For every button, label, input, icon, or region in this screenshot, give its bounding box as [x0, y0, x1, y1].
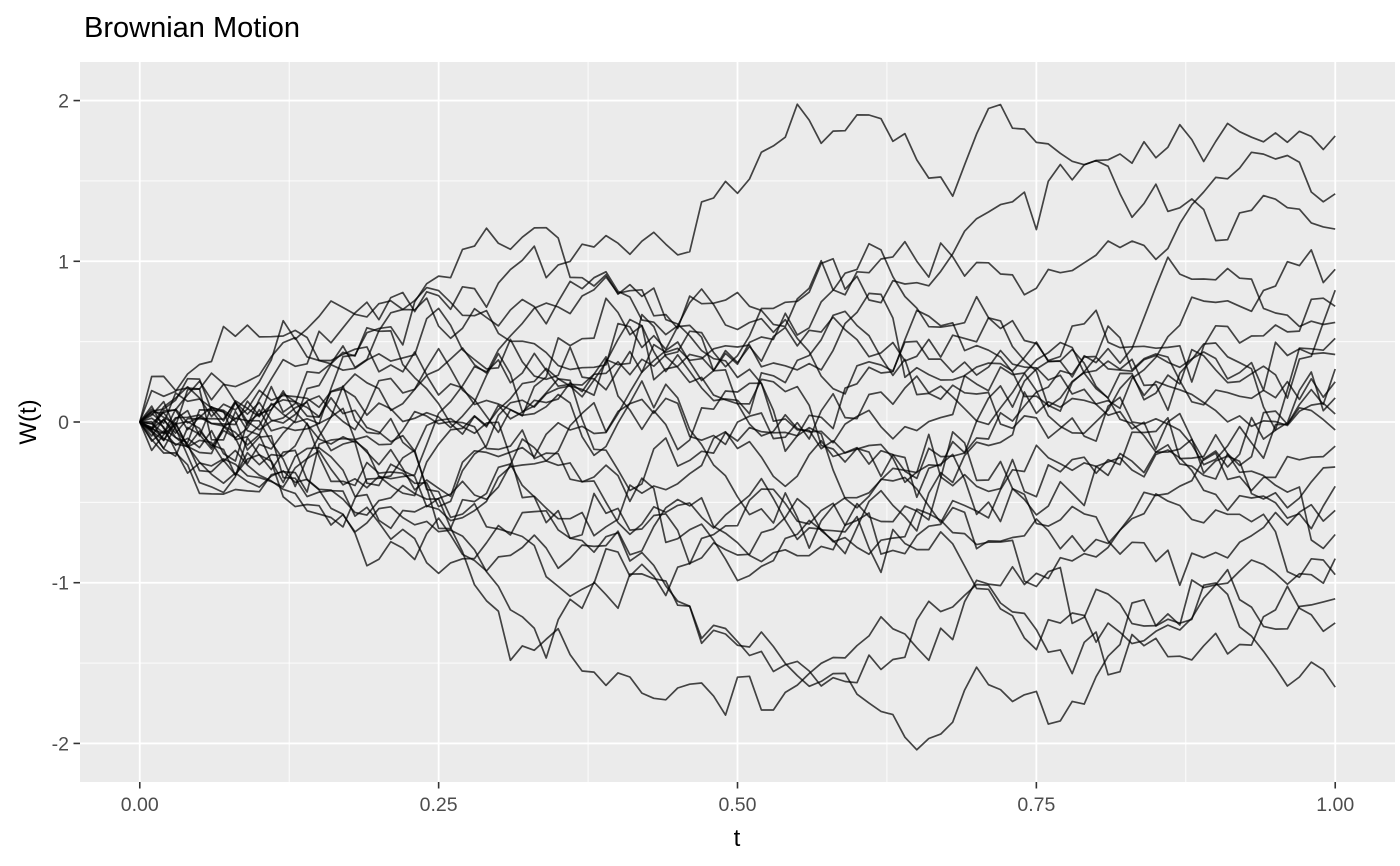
bm-path	[139, 385, 1336, 565]
bm-path	[139, 242, 1336, 498]
bm-path	[139, 371, 1336, 572]
y-axis-tick-labels: -2 -1 0 1 2	[52, 91, 69, 756]
bm-path	[138, 103, 1336, 427]
bm-path	[139, 226, 1336, 453]
x-tick-label: 0.50	[719, 794, 757, 816]
bm-path	[139, 388, 1336, 751]
y-tick-label: 0	[58, 412, 69, 434]
bm-path	[139, 421, 1336, 716]
bm-path	[139, 256, 1336, 537]
bm-path	[139, 410, 1336, 627]
x-tick-label: 0.25	[420, 794, 458, 816]
bm-path	[139, 367, 1337, 524]
x-tick-label: 0.00	[121, 794, 159, 816]
y-tick-label: 1	[58, 251, 69, 273]
y-tick-label: -1	[52, 573, 69, 595]
chart-title: Brownian Motion	[84, 12, 300, 44]
bm-path	[139, 373, 1336, 550]
bm-path	[139, 406, 1336, 687]
brownian-paths-group	[138, 103, 1337, 751]
y-axis-title: W(t)	[15, 399, 42, 444]
bm-path	[139, 297, 1336, 466]
y-tick-label: 2	[58, 91, 69, 113]
x-axis-title: t	[734, 825, 741, 852]
bm-path	[139, 411, 1336, 651]
bm-path	[139, 313, 1336, 587]
bm-path	[139, 249, 1336, 598]
bm-path	[139, 270, 1336, 509]
x-tick-label: 0.75	[1017, 794, 1055, 816]
bm-path	[139, 325, 1336, 484]
x-tick-label: 1.00	[1316, 794, 1354, 816]
y-tick-label: -2	[52, 733, 69, 755]
bm-path	[139, 159, 1336, 489]
x-axis-tick-labels: 0.00 0.25 0.50 0.75 1.00	[121, 794, 1355, 816]
axis-tick-marks	[73, 99, 1337, 789]
